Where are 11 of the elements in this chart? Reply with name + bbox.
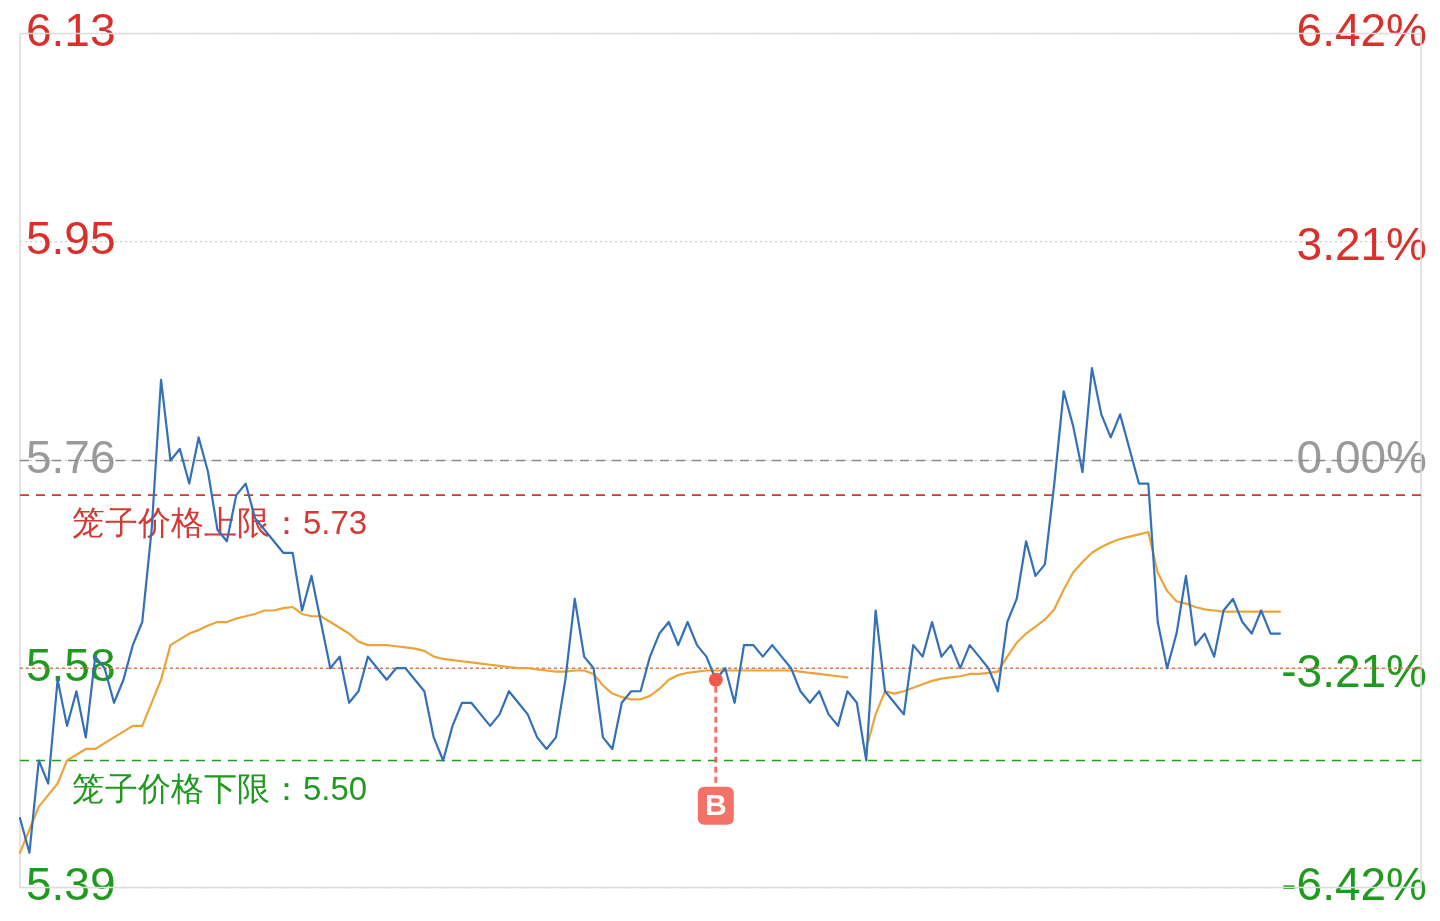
- y-tick-label: 5.95: [26, 211, 116, 264]
- ref-line-label: 笼子价格下限：5.50: [72, 769, 368, 807]
- y-tick-label: 5.39: [26, 858, 116, 911]
- y2-tick-label: 0.00%: [1296, 431, 1427, 484]
- y-tick-label: 6.13: [26, 4, 116, 57]
- y2-tick-label: 3.21%: [1296, 217, 1427, 270]
- y2-tick-label: -3.21%: [1281, 644, 1427, 697]
- y-tick-label: 5.76: [26, 431, 116, 484]
- y2-tick-label: -6.42%: [1281, 858, 1427, 911]
- data-label: B: [704, 787, 727, 821]
- y2-tick-label: 6.42%: [1296, 4, 1427, 57]
